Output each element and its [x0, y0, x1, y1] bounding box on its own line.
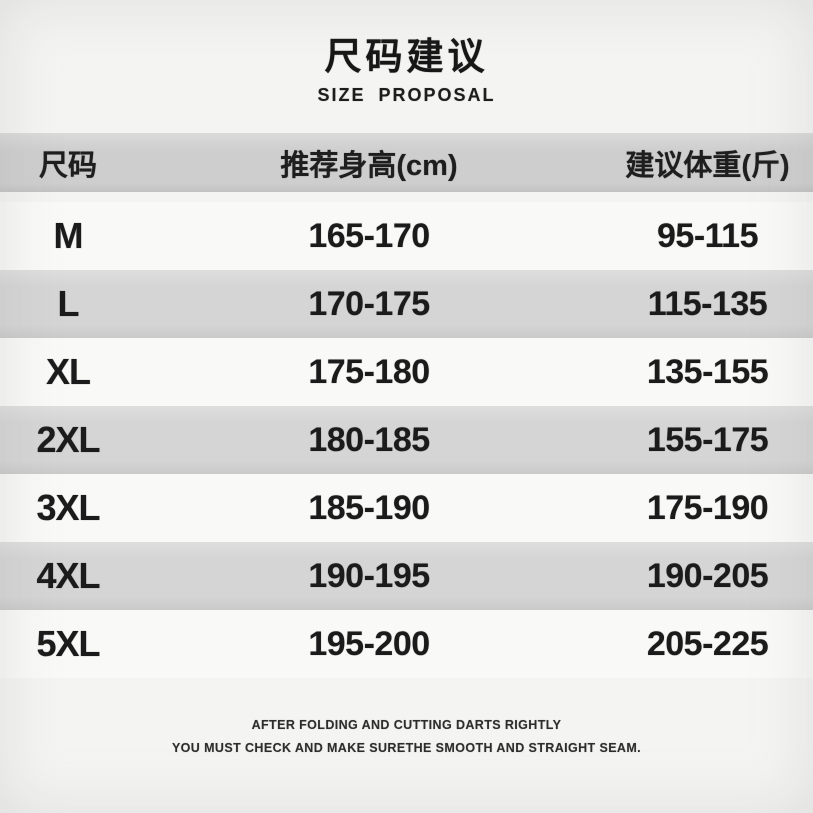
table-row-3xl: 3XL 185-190 175-190 [0, 474, 813, 542]
weight-range: 205-225 [646, 624, 769, 663]
table-row-4xl: 4XL 190-195 190-205 [0, 542, 813, 610]
size-label: M [53, 215, 84, 256]
column-header-size: 尺码 [38, 149, 97, 182]
footer-line-1: AFTER FOLDING AND CUTTING DARTS RIGHTLY [251, 718, 562, 732]
column-header-weight: 建议体重(斤) [625, 149, 790, 182]
weight-range: 115-135 [647, 284, 768, 323]
height-range: 180-185 [308, 420, 430, 459]
size-label: L [57, 283, 80, 324]
height-range: 175-180 [308, 352, 430, 391]
page-subtitle: SIZE PROPOSAL [317, 85, 496, 105]
height-range: 190-195 [308, 556, 430, 595]
table-row-m: M 165-170 95-115 [0, 202, 813, 270]
height-range: 165-170 [308, 216, 430, 255]
table-header-row: 尺码 推荐身高(cm) 建议体重(斤) [0, 133, 813, 192]
height-range: 185-190 [308, 488, 430, 527]
table-row-xl: XL 175-180 135-155 [0, 338, 813, 406]
table-row-2xl: 2XL 180-185 155-175 [0, 406, 813, 474]
size-label: XL [45, 351, 91, 392]
footer-note: AFTER FOLDING AND CUTTING DARTS RIGHTLY … [0, 714, 813, 760]
footer-line-2: YOU MUST CHECK AND MAKE SURETHE SMOOTH A… [171, 741, 642, 755]
weight-range: 190-205 [646, 556, 769, 595]
weight-range: 155-175 [646, 420, 769, 459]
title-block: 尺码建议 SIZE PROPOSAL [0, 0, 813, 106]
size-table: 尺码 推荐身高(cm) 建议体重(斤) M 165-170 95-115 L 1… [0, 133, 813, 678]
table-row-5xl: 5XL 195-200 205-225 [0, 610, 813, 678]
size-label: 2XL [36, 419, 100, 460]
height-range: 195-200 [308, 624, 430, 663]
page-title: 尺码建议 [324, 36, 489, 77]
height-range: 170-175 [308, 284, 430, 323]
weight-range: 135-155 [646, 352, 769, 391]
column-header-height: 推荐身高(cm) [280, 149, 458, 182]
size-label: 4XL [36, 555, 100, 596]
weight-range: 95-115 [657, 216, 759, 255]
size-label: 3XL [36, 487, 100, 528]
weight-range: 175-190 [646, 488, 769, 527]
table-row-l: L 170-175 115-135 [0, 270, 813, 338]
size-label: 5XL [36, 623, 100, 664]
